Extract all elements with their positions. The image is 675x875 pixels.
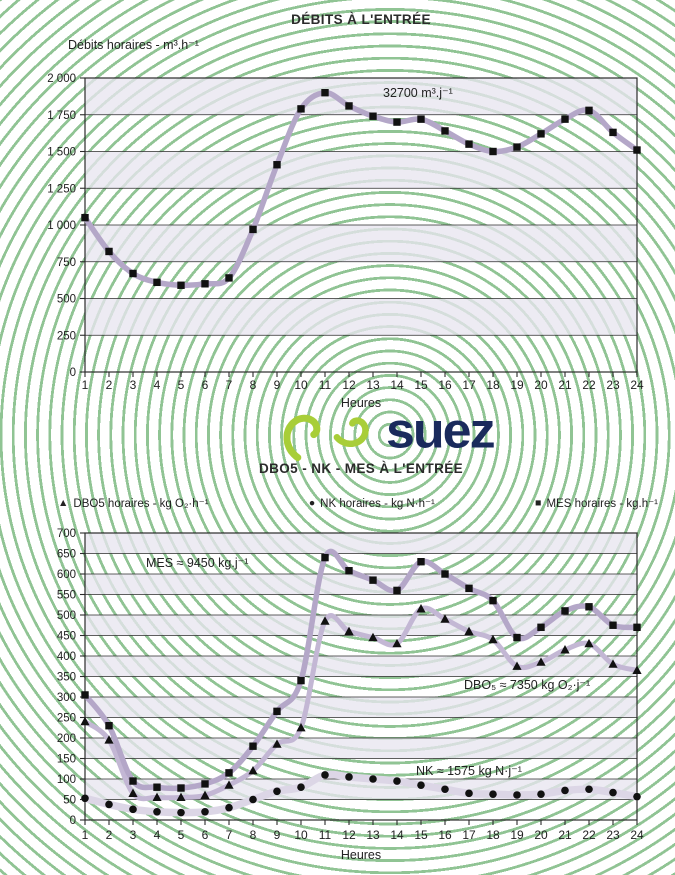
svg-text:350: 350 [57, 672, 76, 684]
svg-text:24: 24 [630, 828, 644, 842]
svg-text:450: 450 [57, 631, 76, 643]
svg-text:24: 24 [630, 378, 644, 392]
svg-text:19: 19 [510, 828, 524, 842]
svg-text:11: 11 [319, 378, 332, 392]
legend-label-dbo5: DBO5 horaires - kg O₂·h⁻¹ [73, 498, 209, 510]
svg-text:7: 7 [226, 378, 233, 392]
svg-text:500: 500 [57, 294, 76, 306]
svg-text:400: 400 [57, 651, 76, 663]
svg-text:21: 21 [558, 828, 572, 842]
svg-text:12: 12 [342, 828, 356, 842]
svg-text:12: 12 [342, 378, 356, 392]
circle-marker-icon: ● [308, 496, 316, 509]
svg-text:1: 1 [82, 828, 89, 842]
svg-text:250: 250 [57, 330, 76, 342]
svg-text:19: 19 [510, 378, 524, 392]
dbo5-daily-total-annotation: DBO₅ ≈ 7350 kg O₂·j⁻¹ [464, 678, 591, 692]
svg-text:0: 0 [70, 367, 76, 379]
svg-text:0: 0 [70, 815, 76, 827]
bottom-chart-x-axis-label: Heures [340, 848, 382, 862]
legend-item-nk: ● NK horaires - kg N·h⁻¹ [309, 496, 435, 510]
triangle-marker-icon: ▲ [58, 496, 69, 509]
suez-swirl-icon [283, 414, 369, 462]
svg-text:100: 100 [57, 774, 76, 786]
svg-text:17: 17 [462, 378, 476, 392]
svg-text:16: 16 [438, 828, 452, 842]
svg-text:21: 21 [558, 378, 572, 392]
svg-text:14: 14 [390, 378, 404, 392]
svg-text:20: 20 [534, 828, 548, 842]
square-marker-icon: ■ [535, 496, 542, 509]
svg-text:3: 3 [130, 828, 137, 842]
suez-logo: suez [276, 399, 496, 463]
svg-text:20: 20 [534, 378, 548, 392]
top-chart-x-axis-label: Heures [340, 396, 382, 410]
svg-text:250: 250 [57, 713, 76, 725]
svg-text:10: 10 [294, 828, 308, 842]
top-chart-y-axis-label: Débits horaires - m³.h⁻¹ [68, 38, 199, 52]
svg-text:22: 22 [582, 378, 596, 392]
top-chart-title: DÉBITS À L'ENTRÉE [291, 12, 431, 27]
svg-text:500: 500 [57, 610, 76, 622]
svg-text:11: 11 [319, 828, 332, 842]
legend-label-nk: NK horaires - kg N·h⁻¹ [320, 498, 435, 510]
top-chart-daily-total-annotation: 32700 m³.j⁻¹ [383, 86, 453, 100]
svg-text:1 000: 1 000 [47, 220, 76, 232]
legend-item-mes: ■ MES horaires - kg.h⁻¹ [535, 496, 658, 510]
svg-text:700: 700 [57, 528, 76, 540]
svg-text:5: 5 [178, 378, 185, 392]
svg-text:15: 15 [414, 828, 428, 842]
svg-text:13: 13 [366, 378, 380, 392]
svg-text:550: 550 [57, 590, 76, 602]
svg-text:23: 23 [606, 378, 620, 392]
svg-text:2 000: 2 000 [47, 73, 76, 85]
svg-text:14: 14 [390, 828, 404, 842]
svg-text:1 750: 1 750 [47, 110, 76, 122]
svg-text:9: 9 [274, 828, 281, 842]
svg-text:3: 3 [130, 378, 137, 392]
svg-text:6: 6 [202, 378, 209, 392]
svg-text:5: 5 [178, 828, 185, 842]
svg-text:6: 6 [202, 828, 209, 842]
svg-text:600: 600 [57, 569, 76, 581]
svg-text:22: 22 [582, 828, 596, 842]
legend-item-dbo5: ▲ DBO5 horaires - kg O₂·h⁻¹ [58, 496, 209, 510]
svg-text:2: 2 [106, 378, 113, 392]
suez-logo-text: suez [386, 402, 496, 459]
svg-text:1: 1 [82, 378, 89, 392]
svg-text:9: 9 [274, 378, 281, 392]
svg-text:15: 15 [414, 378, 428, 392]
svg-text:23: 23 [606, 828, 620, 842]
svg-text:750: 750 [57, 257, 76, 269]
svg-text:1 250: 1 250 [47, 183, 76, 195]
svg-text:17: 17 [462, 828, 476, 842]
svg-text:4: 4 [154, 378, 161, 392]
svg-text:4: 4 [154, 828, 161, 842]
legend-label-mes: MES horaires - kg.h⁻¹ [546, 498, 658, 510]
svg-text:18: 18 [486, 378, 500, 392]
bottom-chart-title: DBO5 - NK - MES À L'ENTRÉE [258, 461, 464, 476]
svg-text:10: 10 [294, 378, 308, 392]
svg-text:8: 8 [250, 378, 257, 392]
svg-text:16: 16 [438, 378, 452, 392]
mes-daily-total-annotation: MES ≈ 9450 kg.j⁻¹ [146, 556, 249, 570]
svg-text:7: 7 [226, 828, 233, 842]
nk-daily-total-annotation: NK ≈ 1575 kg N·j⁻¹ [416, 764, 522, 778]
svg-text:300: 300 [57, 692, 76, 704]
svg-text:150: 150 [57, 754, 76, 766]
svg-text:1 500: 1 500 [47, 147, 76, 159]
svg-text:18: 18 [486, 828, 500, 842]
svg-text:650: 650 [57, 549, 76, 561]
bottom-chart-legend: ▲ DBO5 horaires - kg O₂·h⁻¹ ● NK horaire… [58, 496, 658, 510]
svg-text:2: 2 [106, 828, 113, 842]
svg-text:8: 8 [250, 828, 257, 842]
svg-text:13: 13 [366, 828, 380, 842]
svg-text:50: 50 [63, 795, 76, 807]
svg-text:200: 200 [57, 733, 76, 745]
